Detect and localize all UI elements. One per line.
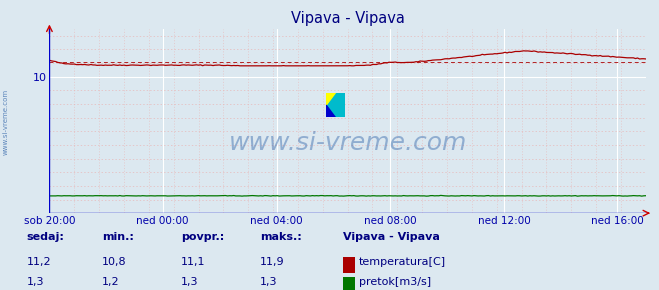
Text: 11,9: 11,9 xyxy=(260,257,285,267)
Text: temperatura[C]: temperatura[C] xyxy=(359,257,446,267)
Text: Vipava - Vipava: Vipava - Vipava xyxy=(343,232,440,242)
Text: 1,3: 1,3 xyxy=(26,277,44,287)
Polygon shape xyxy=(326,93,335,105)
Text: 1,2: 1,2 xyxy=(102,277,120,287)
Text: min.:: min.: xyxy=(102,232,134,242)
Text: 11,2: 11,2 xyxy=(26,257,51,267)
Polygon shape xyxy=(326,105,335,117)
Text: sedaj:: sedaj: xyxy=(26,232,64,242)
Text: pretok[m3/s]: pretok[m3/s] xyxy=(359,277,431,287)
Polygon shape xyxy=(326,93,345,117)
Text: 10,8: 10,8 xyxy=(102,257,127,267)
Title: Vipava - Vipava: Vipava - Vipava xyxy=(291,11,405,26)
Text: www.si-vreme.com: www.si-vreme.com xyxy=(229,131,467,155)
Text: 1,3: 1,3 xyxy=(260,277,278,287)
Text: 11,1: 11,1 xyxy=(181,257,206,267)
Text: 1,3: 1,3 xyxy=(181,277,199,287)
Text: maks.:: maks.: xyxy=(260,232,302,242)
Text: www.si-vreme.com: www.si-vreme.com xyxy=(2,89,9,155)
Text: povpr.:: povpr.: xyxy=(181,232,225,242)
